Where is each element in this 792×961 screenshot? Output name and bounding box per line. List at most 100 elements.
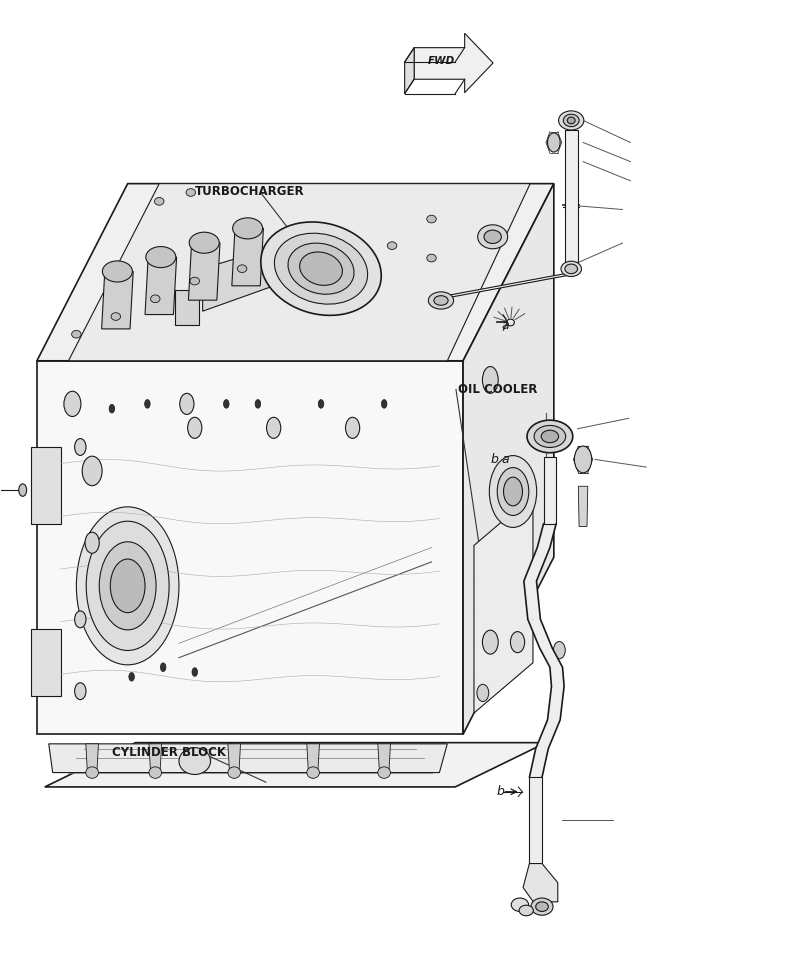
Ellipse shape <box>510 631 524 653</box>
Ellipse shape <box>85 532 99 554</box>
Ellipse shape <box>318 400 324 408</box>
Ellipse shape <box>74 611 86 628</box>
Ellipse shape <box>561 261 581 277</box>
Polygon shape <box>539 648 562 667</box>
Ellipse shape <box>145 400 150 408</box>
Ellipse shape <box>478 225 508 249</box>
Polygon shape <box>405 48 414 93</box>
Ellipse shape <box>477 684 489 702</box>
Ellipse shape <box>489 456 537 528</box>
Polygon shape <box>565 130 577 262</box>
Ellipse shape <box>76 506 179 665</box>
Polygon shape <box>188 243 220 300</box>
Polygon shape <box>578 486 588 527</box>
Polygon shape <box>232 229 264 285</box>
Ellipse shape <box>267 417 281 438</box>
Polygon shape <box>49 744 447 773</box>
Ellipse shape <box>74 438 86 456</box>
Text: FWD: FWD <box>428 56 455 66</box>
Polygon shape <box>524 581 540 619</box>
Ellipse shape <box>188 417 202 438</box>
Ellipse shape <box>180 393 194 414</box>
Ellipse shape <box>484 230 501 243</box>
Ellipse shape <box>534 426 565 448</box>
Ellipse shape <box>99 542 156 629</box>
Polygon shape <box>529 749 548 777</box>
Ellipse shape <box>146 247 176 267</box>
Polygon shape <box>68 184 530 360</box>
Ellipse shape <box>86 767 98 778</box>
Ellipse shape <box>154 198 164 206</box>
Text: OIL COOLER: OIL COOLER <box>458 383 537 396</box>
Polygon shape <box>441 274 577 297</box>
Ellipse shape <box>387 242 397 250</box>
Ellipse shape <box>567 117 575 124</box>
Polygon shape <box>527 619 552 648</box>
Polygon shape <box>307 744 319 773</box>
Ellipse shape <box>288 243 354 294</box>
Ellipse shape <box>274 234 367 304</box>
Ellipse shape <box>519 905 533 916</box>
Polygon shape <box>547 686 564 720</box>
Ellipse shape <box>535 901 548 911</box>
Ellipse shape <box>186 188 196 196</box>
Polygon shape <box>550 667 564 686</box>
Ellipse shape <box>64 391 81 416</box>
Polygon shape <box>414 34 493 92</box>
Ellipse shape <box>149 767 162 778</box>
Ellipse shape <box>541 431 558 443</box>
Ellipse shape <box>189 233 219 254</box>
Polygon shape <box>31 447 60 524</box>
Ellipse shape <box>86 521 169 651</box>
Text: b: b <box>497 785 505 799</box>
Polygon shape <box>535 720 560 749</box>
Ellipse shape <box>563 114 579 127</box>
Ellipse shape <box>531 898 553 915</box>
Text: a: a <box>501 319 508 332</box>
Ellipse shape <box>129 673 135 681</box>
Ellipse shape <box>427 215 436 223</box>
Ellipse shape <box>255 400 261 408</box>
Ellipse shape <box>345 417 360 438</box>
Ellipse shape <box>238 265 247 273</box>
Ellipse shape <box>261 222 381 315</box>
Ellipse shape <box>378 767 390 778</box>
Ellipse shape <box>434 296 448 306</box>
Polygon shape <box>463 184 554 734</box>
Ellipse shape <box>299 252 342 285</box>
Polygon shape <box>523 864 558 901</box>
Ellipse shape <box>111 312 120 320</box>
Ellipse shape <box>223 400 229 408</box>
Ellipse shape <box>554 642 565 659</box>
Ellipse shape <box>82 456 102 485</box>
Polygon shape <box>149 744 162 773</box>
Text: TURBOCHARGER: TURBOCHARGER <box>195 185 304 198</box>
Ellipse shape <box>150 295 160 303</box>
Polygon shape <box>86 744 98 773</box>
Ellipse shape <box>527 420 573 453</box>
Polygon shape <box>101 271 133 329</box>
Ellipse shape <box>428 292 454 309</box>
Polygon shape <box>537 524 556 548</box>
Ellipse shape <box>71 331 81 338</box>
Ellipse shape <box>558 111 584 130</box>
Ellipse shape <box>228 767 241 778</box>
Polygon shape <box>175 290 199 326</box>
Ellipse shape <box>233 218 263 239</box>
Ellipse shape <box>110 559 145 613</box>
Polygon shape <box>228 744 241 773</box>
Polygon shape <box>45 743 546 787</box>
Polygon shape <box>37 184 554 360</box>
Ellipse shape <box>574 446 592 473</box>
Polygon shape <box>203 245 282 311</box>
Ellipse shape <box>547 133 560 152</box>
Ellipse shape <box>109 405 115 413</box>
Polygon shape <box>543 456 556 524</box>
Ellipse shape <box>161 663 166 672</box>
Ellipse shape <box>19 483 27 496</box>
Ellipse shape <box>427 255 436 262</box>
Text: a: a <box>501 453 508 466</box>
Text: CYLINDER BLOCK: CYLINDER BLOCK <box>112 746 226 759</box>
Ellipse shape <box>190 277 200 284</box>
Ellipse shape <box>102 261 132 282</box>
